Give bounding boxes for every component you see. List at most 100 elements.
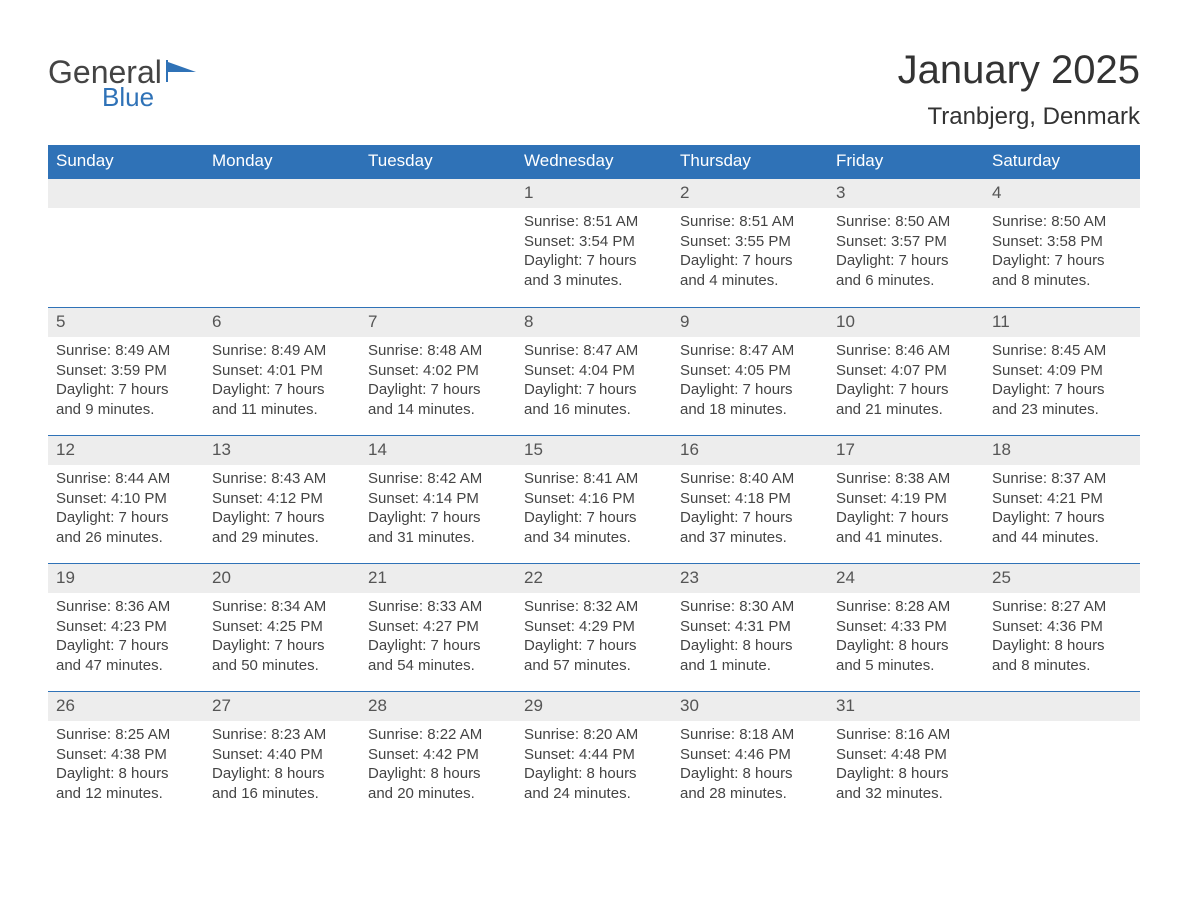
dl2-line: and 41 minutes. — [836, 528, 976, 548]
dl1-line: Daylight: 7 hours — [836, 508, 976, 528]
dl1-line: Daylight: 7 hours — [680, 251, 820, 271]
sunset-line: Sunset: 4:12 PM — [212, 489, 352, 509]
dl1-line: Daylight: 7 hours — [992, 251, 1132, 271]
dayheader-mon: Monday — [204, 145, 360, 179]
sunrise-line: Sunrise: 8:20 AM — [524, 725, 664, 745]
dl1-line: Daylight: 8 hours — [56, 764, 196, 784]
sunrise-line: Sunrise: 8:16 AM — [836, 725, 976, 745]
day-number: 2 — [672, 179, 828, 208]
sunrise-line: Sunrise: 8:43 AM — [212, 469, 352, 489]
dl2-line: and 21 minutes. — [836, 400, 976, 420]
day-number: 28 — [360, 692, 516, 721]
day-cell: 1Sunrise: 8:51 AMSunset: 3:54 PMDaylight… — [516, 179, 672, 307]
day-cell: 12Sunrise: 8:44 AMSunset: 4:10 PMDayligh… — [48, 436, 204, 563]
sunset-line: Sunset: 4:02 PM — [368, 361, 508, 381]
day-cell: 23Sunrise: 8:30 AMSunset: 4:31 PMDayligh… — [672, 564, 828, 691]
day-number: 23 — [672, 564, 828, 593]
sunset-line: Sunset: 4:38 PM — [56, 745, 196, 765]
dayheader-sun: Sunday — [48, 145, 204, 179]
day-cell: 22Sunrise: 8:32 AMSunset: 4:29 PMDayligh… — [516, 564, 672, 691]
dl1-line: Daylight: 8 hours — [680, 764, 820, 784]
sunrise-line: Sunrise: 8:38 AM — [836, 469, 976, 489]
day-cell: 31 Sunrise: 8:16 AMSunset: 4:48 PMDayligh… — [828, 692, 984, 819]
week-row: 12Sunrise: 8:44 AMSunset: 4:10 PMDayligh… — [48, 435, 1140, 563]
sunrise-line: Sunrise: 8:46 AM — [836, 341, 976, 361]
dl1-line: Daylight: 8 hours — [992, 636, 1132, 656]
dl2-line: and 8 minutes. — [992, 271, 1132, 291]
sunrise-line: Sunrise: 8:32 AM — [524, 597, 664, 617]
weeks-container: 1Sunrise: 8:51 AMSunset: 3:54 PMDaylight… — [48, 179, 1140, 819]
dl2-line: and 3 minutes. — [524, 271, 664, 291]
dl1-line: Daylight: 7 hours — [212, 636, 352, 656]
sunset-line: Sunset: 4:31 PM — [680, 617, 820, 637]
dl2-line: and 37 minutes. — [680, 528, 820, 548]
empty-cell — [204, 179, 360, 307]
day-number — [360, 179, 516, 208]
day-number: 31 — [828, 692, 984, 721]
sunrise-line: Sunrise: 8:50 AM — [992, 212, 1132, 232]
day-number: 4 — [984, 179, 1140, 208]
sunrise-line: Sunrise: 8:47 AM — [524, 341, 664, 361]
dl1-line: Daylight: 8 hours — [836, 764, 976, 784]
dl1-line: Daylight: 7 hours — [992, 508, 1132, 528]
header-row: General Blue January 2025 Tranbjerg, Den… — [48, 48, 1140, 131]
day-cell: 27Sunrise: 8:23 AMSunset: 4:40 PMDayligh… — [204, 692, 360, 819]
sunset-line: Sunset: 4:25 PM — [212, 617, 352, 637]
dl1-line: Daylight: 7 hours — [680, 380, 820, 400]
dl2-line: and 8 minutes. — [992, 656, 1132, 676]
sunset-line: Sunset: 4:16 PM — [524, 489, 664, 509]
day-cell: 15Sunrise: 8:41 AMSunset: 4:16 PMDayligh… — [516, 436, 672, 563]
dl2-line: and 28 minutes. — [680, 784, 820, 804]
sunset-line: Sunset: 4:46 PM — [680, 745, 820, 765]
sunrise-line: Sunrise: 8:40 AM — [680, 469, 820, 489]
sunset-line: Sunset: 4:27 PM — [368, 617, 508, 637]
sunset-line: Sunset: 4:19 PM — [836, 489, 976, 509]
day-number: 20 — [204, 564, 360, 593]
dl2-line: and 34 minutes. — [524, 528, 664, 548]
day-number: 24 — [828, 564, 984, 593]
sunset-line: Sunset: 4:21 PM — [992, 489, 1132, 509]
day-cell: 26Sunrise: 8:25 AMSunset: 4:38 PMDayligh… — [48, 692, 204, 819]
sunset-line: Sunset: 4:42 PM — [368, 745, 508, 765]
dl2-line: and 31 minutes. — [368, 528, 508, 548]
location: Tranbjerg, Denmark — [898, 103, 1140, 131]
sunset-line: Sunset: 4:05 PM — [680, 361, 820, 381]
day-cell: 24Sunrise: 8:28 AMSunset: 4:33 PMDayligh… — [828, 564, 984, 691]
sunrise-line: Sunrise: 8:27 AM — [992, 597, 1132, 617]
dl2-line: and 6 minutes. — [836, 271, 976, 291]
dl2-line: and 4 minutes. — [680, 271, 820, 291]
day-number: 22 — [516, 564, 672, 593]
sunrise-line: Sunrise: 8:51 AM — [524, 212, 664, 232]
day-cell: 21Sunrise: 8:33 AMSunset: 4:27 PMDayligh… — [360, 564, 516, 691]
dl2-line: and 1 minute. — [680, 656, 820, 676]
day-cell: 19Sunrise: 8:36 AMSunset: 4:23 PMDayligh… — [48, 564, 204, 691]
day-cell: 4 Sunrise: 8:50 AMSunset: 3:58 PMDaylight… — [984, 179, 1140, 307]
empty-cell — [360, 179, 516, 307]
dl1-line: Daylight: 7 hours — [836, 251, 976, 271]
sunset-line: Sunset: 4:48 PM — [836, 745, 976, 765]
dl2-line: and 11 minutes. — [212, 400, 352, 420]
sunrise-line: Sunrise: 8:22 AM — [368, 725, 508, 745]
dl2-line: and 16 minutes. — [524, 400, 664, 420]
dl1-line: Daylight: 7 hours — [524, 251, 664, 271]
sunset-line: Sunset: 3:55 PM — [680, 232, 820, 252]
day-number: 9 — [672, 308, 828, 337]
sunrise-line: Sunrise: 8:41 AM — [524, 469, 664, 489]
day-number: 6 — [204, 308, 360, 337]
week-row: 19Sunrise: 8:36 AMSunset: 4:23 PMDayligh… — [48, 563, 1140, 691]
day-number: 11 — [984, 308, 1140, 337]
dl2-line: and 29 minutes. — [212, 528, 352, 548]
sunrise-line: Sunrise: 8:37 AM — [992, 469, 1132, 489]
sunset-line: Sunset: 3:58 PM — [992, 232, 1132, 252]
dl1-line: Daylight: 8 hours — [524, 764, 664, 784]
dayheader-fri: Friday — [828, 145, 984, 179]
dl1-line: Daylight: 7 hours — [524, 636, 664, 656]
dl2-line: and 12 minutes. — [56, 784, 196, 804]
sunrise-line: Sunrise: 8:25 AM — [56, 725, 196, 745]
day-cell: 18Sunrise: 8:37 AMSunset: 4:21 PMDayligh… — [984, 436, 1140, 563]
sunrise-line: Sunrise: 8:34 AM — [212, 597, 352, 617]
dl1-line: Daylight: 7 hours — [368, 636, 508, 656]
day-cell: 20 Sunrise: 8:34 AMSunset: 4:25 PMDayligh… — [204, 564, 360, 691]
sunset-line: Sunset: 4:44 PM — [524, 745, 664, 765]
dl2-line: and 26 minutes. — [56, 528, 196, 548]
